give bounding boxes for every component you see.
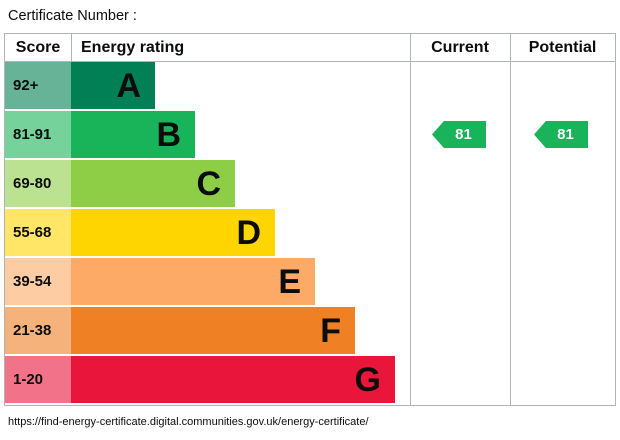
band-g-bar: G [71,356,395,403]
band-g-letter: G [354,360,381,399]
band-e-bar: E [71,258,315,305]
energy-rating-chart: Score Energy rating Current Potential 92… [4,33,616,406]
band-c-letter: C [196,164,221,203]
certificate-url: https://find-energy-certificate.digital.… [8,416,369,428]
chart-body: 92+ A 81-91 B 69-80 C 55-68 [5,33,615,405]
energy-rating-column-header: Energy rating [81,38,185,56]
band-a-score: 92+ [5,62,71,109]
header-divider [71,34,72,61]
band-row-g: 1-20 G [5,356,615,405]
band-f-letter: F [320,311,341,350]
band-c-score: 69-80 [5,160,71,207]
band-b-letter: B [156,115,181,154]
current-column-divider [410,33,411,405]
current-column-header: Current [431,38,489,56]
current-rating-value: 81 [455,126,472,143]
band-g-score: 1-20 [5,356,71,403]
band-row-b: 81-91 B [5,111,615,160]
band-f-score: 21-38 [5,307,71,354]
band-d-bar: D [71,209,275,256]
band-row-d: 55-68 D [5,209,615,258]
band-b-score: 81-91 [5,111,71,158]
potential-rating-arrow: 81 [534,121,588,148]
score-column-header: Score [15,38,61,56]
band-d-letter: D [236,213,261,252]
band-a-letter: A [116,66,141,105]
potential-column-divider [510,33,511,405]
band-f-bar: F [71,307,355,354]
band-e-letter: E [278,262,301,301]
potential-rating-value: 81 [557,126,574,143]
band-a-bar: A [71,62,155,109]
band-c-bar: C [71,160,235,207]
band-row-c: 69-80 C [5,160,615,209]
band-b-bar: B [71,111,195,158]
band-row-a: 92+ A [5,62,615,111]
band-e-score: 39-54 [5,258,71,305]
band-d-score: 55-68 [5,209,71,256]
potential-column-header: Potential [528,38,597,56]
chart-header-row: Score Energy rating Current Potential [5,34,615,62]
band-row-e: 39-54 E [5,258,615,307]
certificate-number-label: Certificate Number : [8,8,137,24]
current-rating-arrow: 81 [432,121,486,148]
band-row-f: 21-38 F [5,307,615,356]
